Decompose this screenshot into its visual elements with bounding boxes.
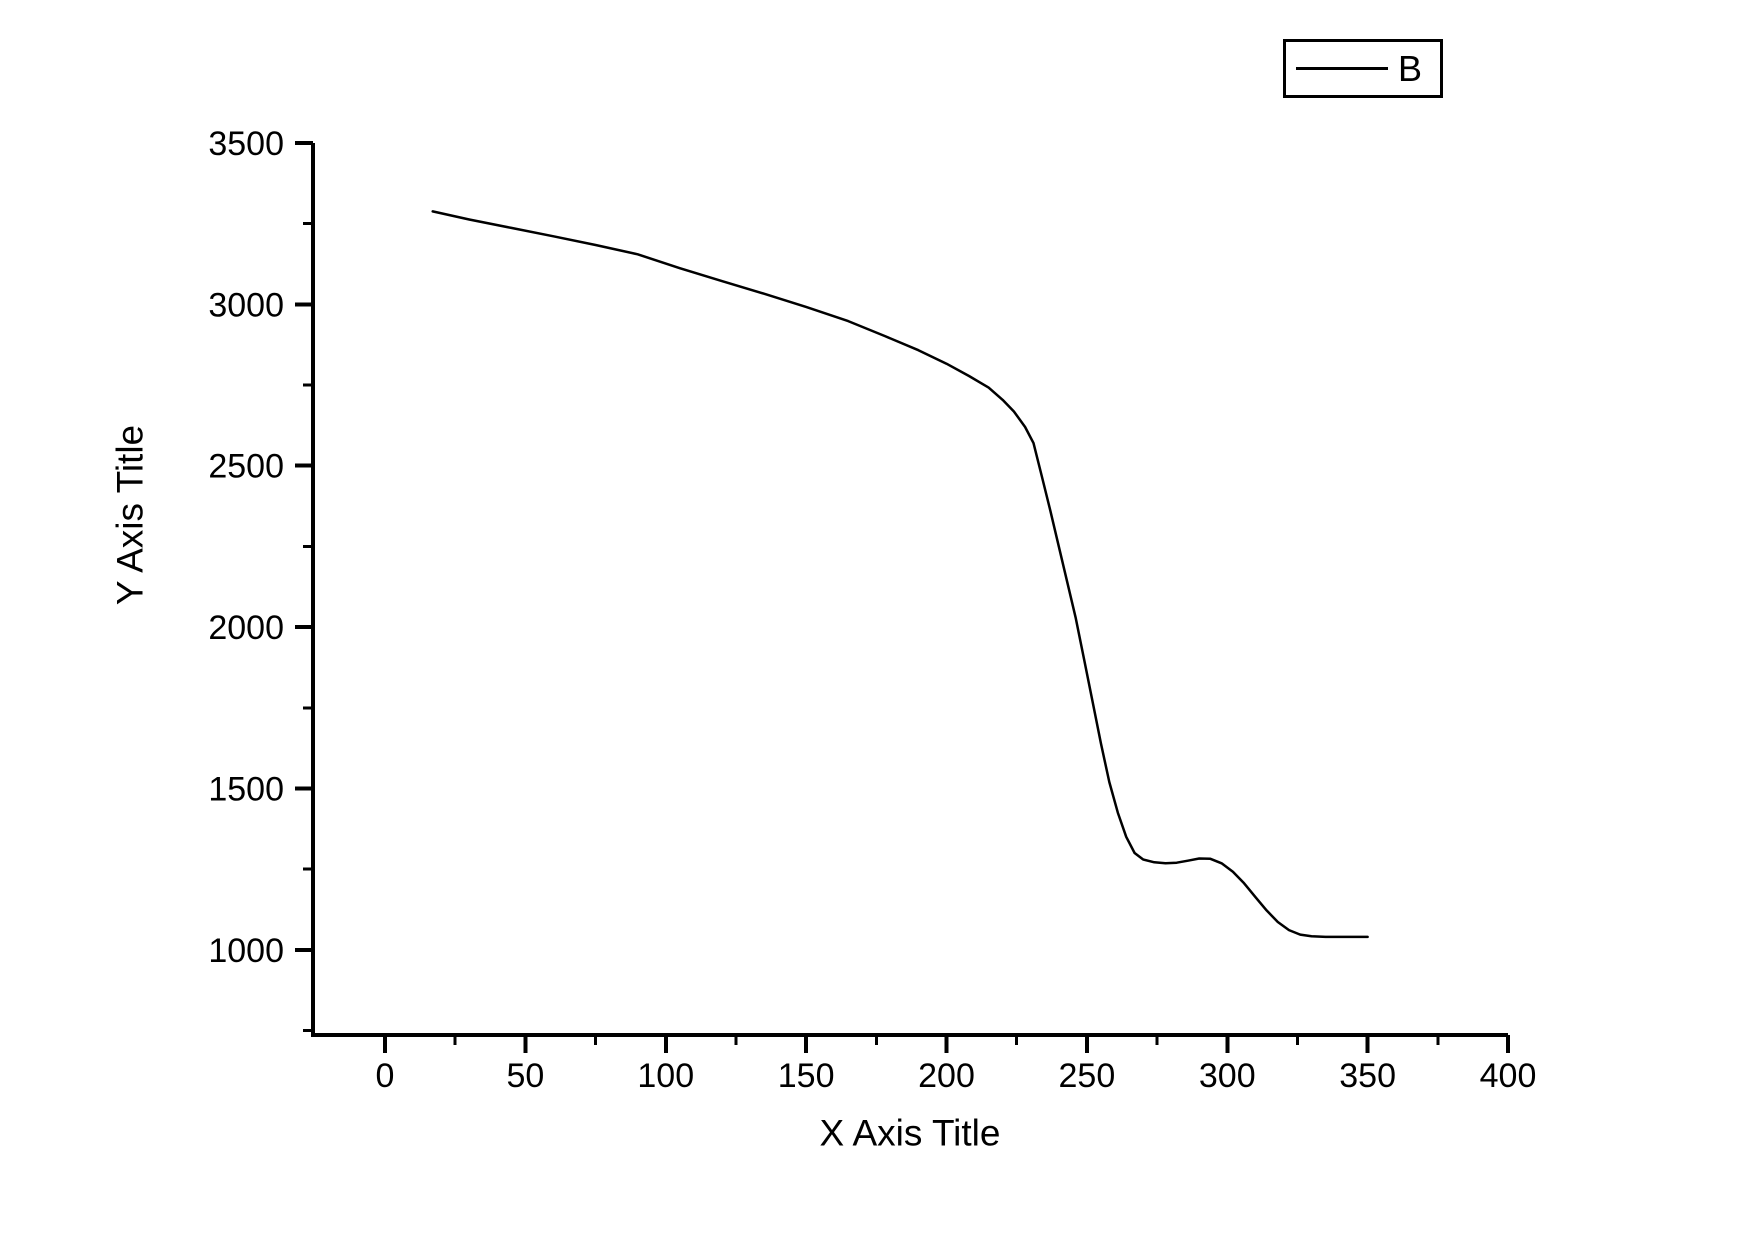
x-tick-label: 50 [506, 1057, 544, 1095]
x-tick-label: 100 [637, 1057, 694, 1095]
y-axis-title: Y Axis Title [109, 424, 151, 606]
y-tick-label: 1000 [208, 932, 284, 970]
x-tick-label: 300 [1199, 1057, 1256, 1095]
x-axis-title: X Axis Title [819, 1112, 1001, 1154]
x-tick-label: 250 [1059, 1057, 1116, 1095]
legend-label: B [1398, 47, 1423, 89]
series-line-B [431, 210, 1369, 939]
x-tick-label: 0 [376, 1057, 395, 1095]
legend: B [1283, 39, 1443, 98]
y-tick-label: 3000 [208, 286, 284, 324]
x-tick-label: 150 [778, 1057, 835, 1095]
y-tick-label: 2500 [208, 448, 284, 486]
y-tick-label: 3500 [208, 125, 284, 163]
y-tick-label: 1500 [208, 770, 284, 808]
x-tick-label: 200 [918, 1057, 975, 1095]
x-tick-label: 400 [1480, 1057, 1537, 1095]
legend-line-sample [1296, 67, 1388, 70]
x-tick-label: 350 [1339, 1057, 1396, 1095]
y-tick-label: 2000 [208, 609, 284, 647]
